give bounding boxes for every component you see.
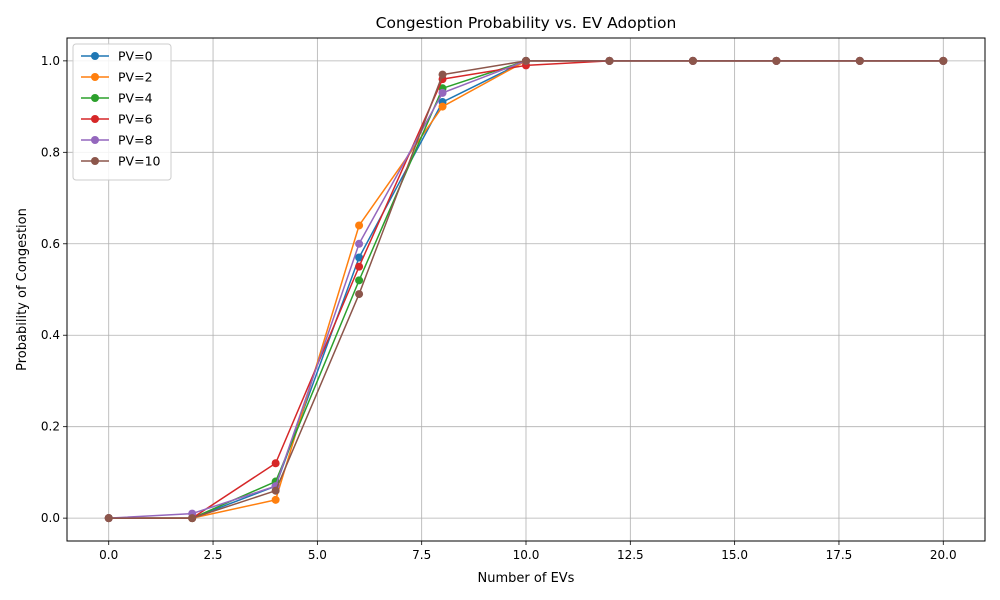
data-point — [355, 253, 364, 262]
legend-entry: PV=2 — [81, 70, 153, 85]
data-point — [522, 56, 530, 65]
data-point — [355, 262, 364, 271]
data-point — [688, 56, 697, 65]
data-point — [271, 459, 280, 468]
legend-label: PV=0 — [118, 49, 153, 64]
legend-label: PV=2 — [118, 70, 153, 85]
data-point — [355, 221, 364, 230]
y-tick-label: 1.0 — [41, 54, 60, 68]
y-tick-label: 0.0 — [41, 511, 60, 525]
chart-title: Congestion Probability vs. EV Adoption — [376, 14, 677, 32]
legend-marker — [91, 73, 99, 81]
data-point — [355, 290, 364, 299]
legend-entry: PV=4 — [81, 91, 153, 106]
legend-entry: PV=8 — [81, 133, 153, 148]
legend-entry: PV=0 — [81, 49, 153, 64]
legend-entry: PV=6 — [81, 112, 153, 127]
legend-marker — [91, 52, 99, 60]
legend-marker — [91, 94, 99, 102]
x-axis-ticks: 0.0 2.5 5.0 7.5 10.0 12.5 15.0 17.5 20.0 — [99, 541, 957, 562]
data-point — [855, 56, 864, 65]
x-tick-label: 17.5 — [826, 548, 853, 562]
legend-label: PV=6 — [118, 112, 153, 127]
data-point — [355, 239, 364, 248]
legend-label: PV=10 — [118, 154, 161, 169]
x-tick-label: 5.0 — [308, 548, 327, 562]
legend-label: PV=4 — [118, 91, 153, 106]
y-tick-label: 0.8 — [41, 145, 60, 159]
x-tick-label: 2.5 — [203, 548, 222, 562]
x-tick-label: 10.0 — [513, 548, 540, 562]
x-tick-label: 7.5 — [412, 548, 431, 562]
x-tick-label: 15.0 — [721, 548, 748, 562]
grid — [67, 38, 985, 541]
legend-marker — [91, 115, 99, 123]
data-point — [772, 56, 781, 65]
data-point — [355, 276, 364, 285]
legend-entry: PV=10 — [81, 154, 161, 169]
data-point — [438, 102, 447, 111]
legend: PV=0 PV=2 PV=4 PV=6 PV=8 PV=10 — [72, 43, 172, 181]
legend-marker — [91, 157, 99, 165]
legend-marker — [91, 136, 99, 144]
y-axis-ticks: 0.0 0.2 0.4 0.6 0.8 1.0 — [41, 54, 67, 525]
legend-label: PV=8 — [118, 133, 153, 148]
series-pv-10 — [104, 56, 948, 523]
series-group — [104, 56, 948, 523]
data-point — [939, 56, 948, 65]
x-tick-label: 0.0 — [99, 548, 118, 562]
data-point — [438, 88, 447, 97]
data-point — [605, 56, 614, 65]
y-tick-label: 0.2 — [41, 420, 60, 434]
x-tick-label: 12.5 — [617, 548, 644, 562]
y-tick-label: 0.6 — [41, 237, 60, 251]
x-tick-label: 20.0 — [930, 548, 957, 562]
data-point — [104, 514, 113, 523]
x-axis-label: Number of EVs — [478, 571, 575, 586]
y-tick-label: 0.4 — [41, 328, 60, 342]
data-point — [438, 70, 447, 79]
data-point — [188, 514, 197, 523]
data-point — [271, 495, 280, 504]
data-point — [271, 486, 280, 495]
y-axis-label: Probability of Congestion — [15, 208, 30, 371]
